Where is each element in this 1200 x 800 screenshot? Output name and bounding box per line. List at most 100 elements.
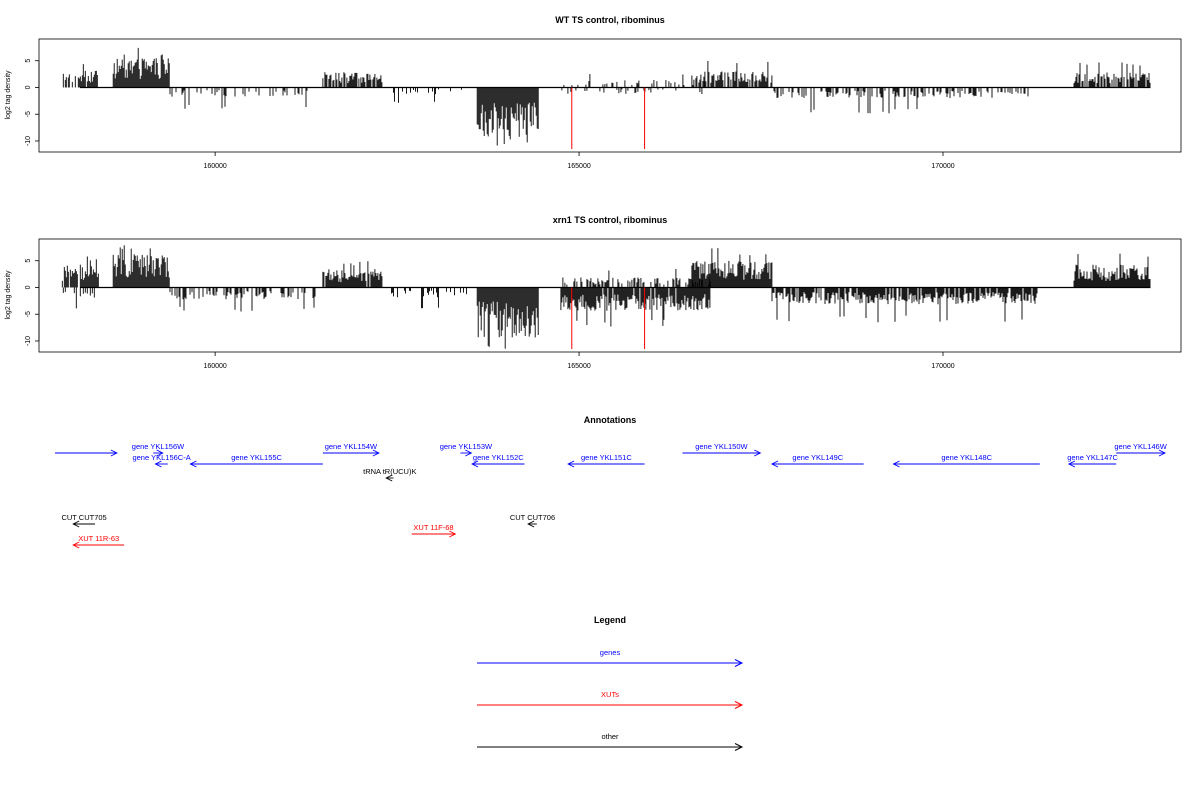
arrowhead [1158,449,1167,457]
feature-gene: gene YKL155C [189,453,323,468]
feature-label: gene YKL147C [1067,453,1118,462]
panel-title: xrn1 TS control, ribominus [553,215,668,225]
bar-segment [563,74,705,88]
legend-title: Legend [594,615,626,625]
arrowhead [156,449,164,457]
bar-marks [62,47,1151,149]
arrowhead [770,460,779,468]
feature-other: CUT CUT705 [61,513,107,528]
arrowhead [385,474,393,482]
arrowhead [892,460,900,468]
x-tick-label: 170000 [931,163,954,170]
feature-label: XUT 11F-68 [413,523,453,532]
feature-label: gene YKL154W [325,442,378,451]
y-tick-label: 0 [25,285,32,289]
bar-segment [1073,253,1151,288]
feature-gene: gene YKL149C [770,453,864,468]
bar-segment [62,287,95,309]
bar-segment [391,287,467,309]
arrowhead [734,701,744,709]
y-tick-label: 5 [25,59,32,63]
plot-frame [38,38,1182,153]
y-tick-label: -10 [25,136,32,146]
feature-gene: gene YKL146W [1114,442,1168,457]
annotations-title: Annotations [584,415,637,425]
x-tick-label: 160000 [203,163,226,170]
y-axis-label: log2 tag density [5,70,12,120]
bar-segment [322,261,383,288]
arrowhead [567,460,575,468]
annotation-features: gene YKL156W gene YKL156C-A gene YKL155C ge… [55,442,1168,549]
panel-wt: WT TS control, ribominus log2 tag densit… [5,15,1182,170]
bar-segment [112,47,170,88]
arrowhead [449,530,457,538]
feature-label: XUT 11R-63 [78,534,119,543]
axis-ticks: -10 -5 0 5 160000 165000 170000 [25,59,955,170]
feature-gene: gene YKL156C-A [132,453,191,468]
legend-label: genes [600,648,621,657]
arrowhead [734,743,744,751]
y-tick-label: 0 [25,85,32,89]
arrowhead [110,449,118,457]
y-tick-label: -10 [25,336,32,346]
feature-label: gene YKL156W [132,442,185,451]
bar-segment [691,61,773,88]
x-tick-label: 170000 [931,363,954,370]
panel-xrn1: xrn1 TS control, ribominus log2 tag dens… [5,215,1182,370]
feature-gene: gene YKL150W [682,442,762,457]
feature-label: gene YKL149C [792,453,843,462]
feature-label: gene YKL156C-A [132,453,190,462]
feature-gene: gene YKL156W [132,442,185,457]
legend-items: genes XUTs other [477,648,744,751]
bar-marks [61,245,1151,349]
feature-label: tRNA tR(UCU)K [363,467,416,476]
legend-label: XUTs [601,690,619,699]
bar-segment [476,287,539,349]
feature-label: gene YKL146W [1114,442,1167,451]
x-tick-label: 165000 [567,163,590,170]
feature-other: tRNA tR(UCU)K [363,467,416,482]
feature-label: CUT CUT705 [61,513,106,522]
bar-segment [1073,62,1151,88]
x-tick-label: 160000 [203,363,226,370]
feature-xut: XUT 11F-68 [411,523,457,538]
feature-label: gene YKL153W [440,442,493,451]
legend-item: other [477,732,744,751]
feature-label: CUT CUT706 [510,513,555,522]
bar-segment [691,248,773,288]
arrowhead [372,449,380,457]
arrowhead [189,460,197,468]
y-tick-label: -5 [25,311,32,317]
feature-label: gene YKL150W [695,442,748,451]
axis-ticks: -10 -5 0 5 160000 165000 170000 [25,259,955,370]
arrowhead [734,659,744,667]
bar-segment [112,245,170,288]
feature-label: gene YKL155C [231,453,282,462]
legend-item: genes [477,648,744,667]
x-tick-label: 165000 [567,363,590,370]
y-tick-label: 5 [25,259,32,263]
bar-segment [476,87,539,146]
y-tick-label: -5 [25,111,32,117]
feature-gene: gene YKL151C [567,453,645,468]
feature-gene: gene YKL154W [322,442,380,457]
feature-label: gene YKL148C [941,453,992,462]
feature-other: CUT CUT706 [510,513,555,528]
bar-segment [561,87,703,94]
feature-gene: gene YKL147C [1067,453,1119,468]
arrowhead [72,520,80,528]
bar-segment [61,256,99,288]
arrowhead [154,460,162,468]
arrowhead [527,520,535,528]
y-axis-label: log2 tag density [5,270,12,320]
arrowhead [72,541,80,549]
arrowhead [1067,460,1076,468]
feature-gene: gene YKL153W [440,442,493,457]
legend-label: other [601,732,619,741]
bar-segment [169,287,316,312]
feature-xut: XUT 11R-63 [72,534,125,549]
bar-segment [562,269,711,288]
feature-label: gene YKL151C [581,453,632,462]
